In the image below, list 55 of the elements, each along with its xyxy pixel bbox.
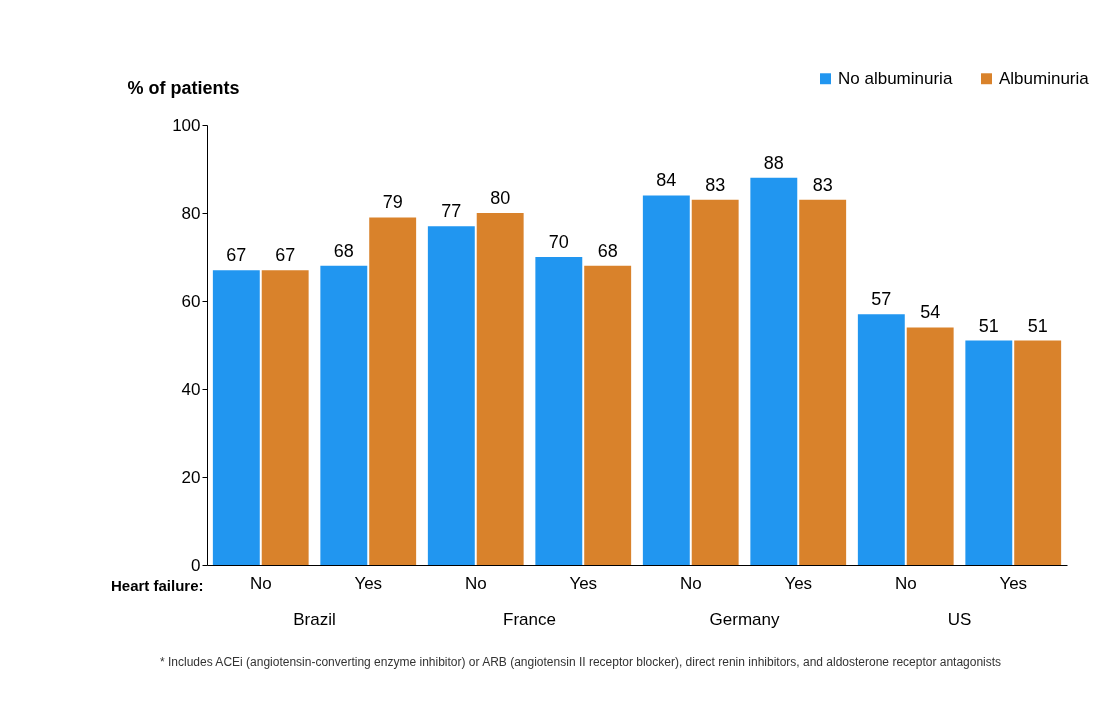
data-label: 88 xyxy=(763,152,784,173)
data-label: 51 xyxy=(978,315,999,336)
data-label: 77 xyxy=(441,201,462,222)
x-tick-label: No xyxy=(464,573,487,593)
bar xyxy=(906,327,954,565)
data-label: 84 xyxy=(656,170,677,191)
bar xyxy=(584,265,632,565)
data-label: 68 xyxy=(597,240,618,261)
bar xyxy=(535,257,583,565)
text: * Includes ACEi (angiotensin-converting enzyme inhibitor) or ARB (angiotensin II receptor blocker), direct renin inhibitors, and aldosterone receptor antagonists xyxy=(160,655,1003,671)
data-label: 83 xyxy=(812,174,833,195)
x-axis-title: Heart failure: xyxy=(110,576,204,594)
y-tick-label: 60 xyxy=(181,291,201,311)
legend-label: No albuminuria xyxy=(838,68,953,88)
legend-label: Albuminuria xyxy=(999,68,1090,88)
data-label: 70 xyxy=(548,232,569,252)
bar xyxy=(965,340,1013,565)
y-tick-label: 0 xyxy=(191,555,201,575)
bar xyxy=(476,213,524,565)
x-tick-label: No xyxy=(894,573,917,593)
text: Brazil xyxy=(293,610,336,629)
bar xyxy=(799,199,847,565)
data-label: 83 xyxy=(705,174,726,195)
y-axis-title: % of patients xyxy=(127,77,240,98)
bar xyxy=(427,226,475,565)
bar xyxy=(857,314,905,565)
x-tick-label: Yes xyxy=(354,573,383,593)
bar xyxy=(691,199,739,565)
y-tick-label: 40 xyxy=(181,379,201,399)
data-label: 80 xyxy=(490,188,511,208)
bar xyxy=(642,195,690,565)
bar xyxy=(320,265,368,565)
data-label: 51 xyxy=(1027,315,1048,336)
bar xyxy=(212,270,260,565)
data-label: 67 xyxy=(275,245,296,266)
data-label: 68 xyxy=(333,240,354,261)
bar xyxy=(369,217,417,565)
x-tick-label: Yes xyxy=(784,573,813,593)
y-tick-label: 20 xyxy=(181,467,201,487)
text: Germany xyxy=(709,610,780,629)
text: France xyxy=(503,610,556,629)
x-tick-label: No xyxy=(679,573,702,593)
data-label: 79 xyxy=(382,192,403,213)
bar xyxy=(750,177,798,565)
x-tick-label: Yes xyxy=(999,573,1028,593)
data-label: 54 xyxy=(920,302,941,323)
x-tick-label: Yes xyxy=(569,573,598,593)
data-label: 57 xyxy=(871,289,892,310)
bar xyxy=(1014,340,1062,565)
data-label: 67 xyxy=(226,245,247,266)
text: US xyxy=(947,610,972,629)
y-tick-label: 100 xyxy=(172,115,201,135)
bar xyxy=(261,270,309,565)
x-tick-label: No xyxy=(249,573,272,593)
y-tick-label: 80 xyxy=(181,203,201,223)
